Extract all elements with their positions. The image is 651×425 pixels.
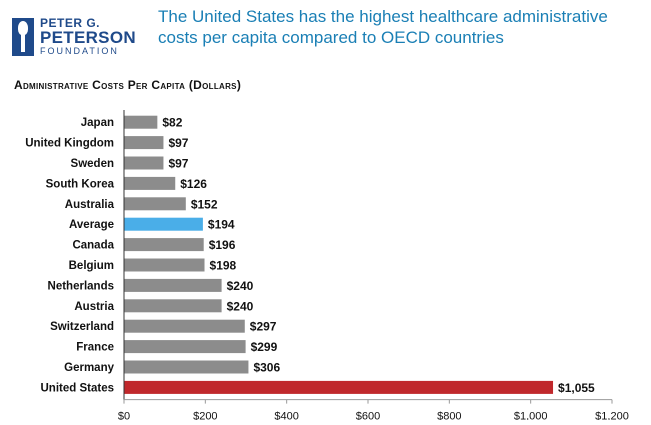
- bar: [124, 360, 249, 374]
- category-label: Germany: [64, 362, 114, 374]
- category-label: Belgium: [69, 260, 114, 272]
- page-headline: The United States has the highest health…: [158, 7, 608, 47]
- bar: [124, 176, 176, 190]
- torch-icon: [12, 18, 34, 56]
- x-tick-label: $1,000: [514, 411, 548, 420]
- value-label: $240: [227, 279, 254, 293]
- x-tick-label: $600: [356, 411, 380, 420]
- bar-chart: Japan $82 United Kingdom $97 Sweden $97 South …: [25, 110, 629, 420]
- category-label: France: [76, 342, 114, 354]
- bar: [124, 136, 164, 150]
- x-tick-label: $400: [274, 411, 298, 420]
- category-label: Australia: [65, 199, 115, 211]
- category-label: Canada: [72, 240, 114, 252]
- value-label: $82: [162, 116, 182, 130]
- category-label: Sweden: [71, 158, 114, 170]
- bar: [124, 340, 246, 354]
- chart-title: Administrative Costs Per Capita (Dollars…: [14, 78, 242, 92]
- bar: [124, 278, 222, 292]
- value-label: $152: [191, 197, 218, 211]
- logo-text-line2: PETERSON: [40, 28, 136, 47]
- value-label: $240: [227, 299, 254, 313]
- category-label: Japan: [81, 117, 114, 129]
- category-label: United States: [41, 382, 115, 394]
- category-label: Switzerland: [50, 321, 114, 333]
- bar: [124, 299, 222, 313]
- x-tick-label: $0: [118, 411, 130, 420]
- bar: [124, 319, 245, 333]
- category-label: Austria: [74, 301, 114, 313]
- category-label: South Korea: [46, 178, 115, 190]
- value-label: $97: [168, 136, 188, 150]
- value-label: $126: [180, 177, 207, 191]
- x-tick-label: $1,200: [595, 411, 629, 420]
- value-label: $194: [208, 218, 235, 232]
- bar: [124, 258, 205, 272]
- bar: [124, 197, 186, 211]
- logo-text-line1: PETER G.: [40, 16, 101, 30]
- value-label: $297: [250, 320, 277, 334]
- bar: [124, 238, 204, 252]
- bar: [124, 217, 203, 231]
- value-label: $196: [209, 238, 236, 252]
- x-tick-label: $200: [193, 411, 217, 420]
- value-label: $198: [210, 259, 237, 273]
- bar: [124, 380, 554, 394]
- category-label: Netherlands: [48, 280, 114, 292]
- value-label: $97: [168, 157, 188, 171]
- bar: [124, 156, 164, 170]
- value-label: $299: [251, 340, 278, 354]
- bar: [124, 115, 158, 129]
- logo-text-line3: FOUNDATION: [40, 46, 119, 56]
- category-label: Average: [69, 219, 114, 231]
- peterson-foundation-logo: PETER G. PETERSON FOUNDATION: [12, 14, 142, 60]
- x-tick-label: $800: [437, 411, 461, 420]
- value-label: $306: [253, 361, 280, 375]
- category-label: United Kingdom: [25, 138, 114, 150]
- value-label: $1,055: [558, 381, 595, 395]
